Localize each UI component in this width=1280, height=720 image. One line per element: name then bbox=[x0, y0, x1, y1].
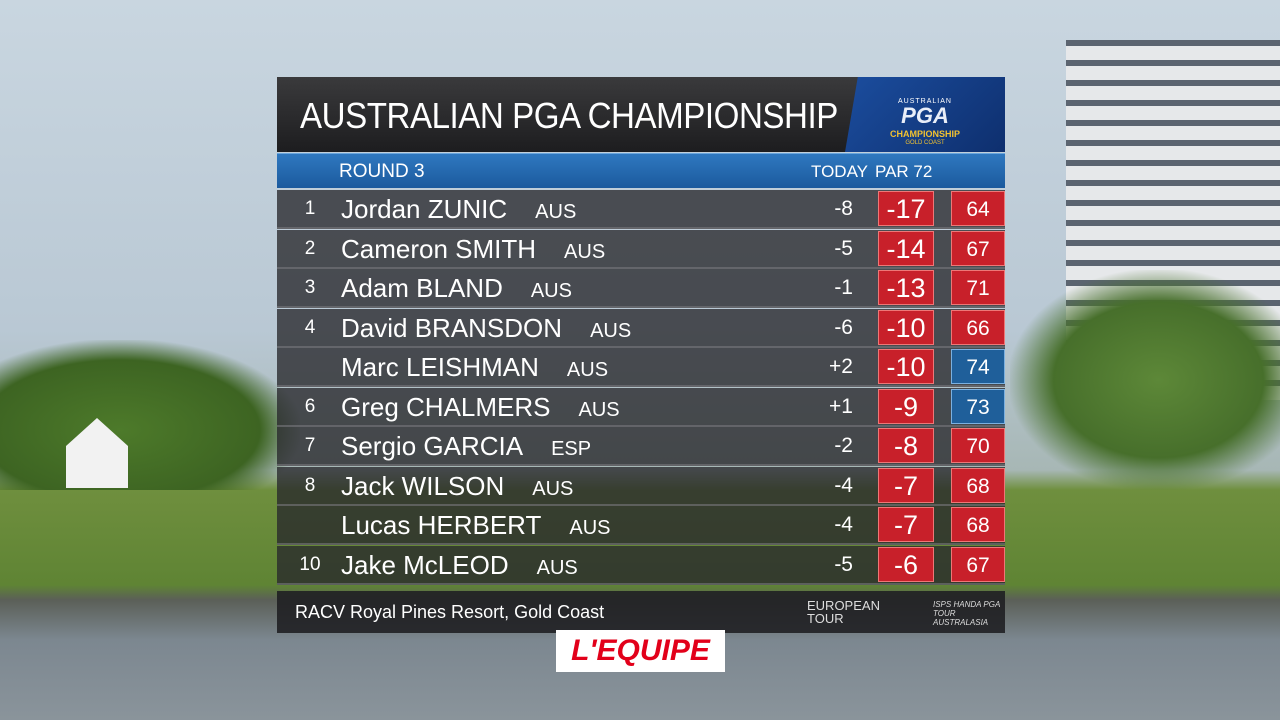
today-score: -5 bbox=[834, 236, 853, 260]
table-row: 7 Sergio GARCIA ESP -2 -8 70 bbox=[277, 427, 1005, 466]
round-bar: ROUND 3 TODAY PAR 72 bbox=[277, 153, 1005, 188]
venue: RACV Royal Pines Resort, Gold Coast bbox=[295, 602, 605, 622]
total-score: -8 bbox=[878, 428, 934, 463]
total-score: -9 bbox=[878, 388, 934, 424]
logo-text: PGA bbox=[901, 103, 949, 128]
round-score: 70 bbox=[951, 428, 1005, 463]
position: 6 bbox=[304, 395, 316, 417]
player-cell: Marc LEISHMAN AUS bbox=[341, 352, 608, 383]
position: 8 bbox=[304, 474, 316, 496]
table-row: 8 Jack WILSON AUS -4 -7 68 bbox=[277, 466, 1005, 506]
table-row: 10 Jake McLEOD AUS -5 -6 67 bbox=[277, 545, 1005, 585]
sponsor: ISPS HANDA PGA TOUR AUSTRALASIA bbox=[933, 600, 1000, 627]
title-bar: AUSTRALIAN PGA CHAMPIONSHIP AUSTRALIAN P… bbox=[277, 77, 1005, 152]
today-score: +1 bbox=[829, 394, 853, 418]
table-row: Marc LEISHMAN AUS +2 -10 74 bbox=[277, 348, 1005, 387]
player-cell: Adam BLAND AUS bbox=[341, 273, 572, 304]
trees bbox=[1010, 270, 1280, 490]
country: AUS bbox=[564, 240, 606, 263]
total-score: -7 bbox=[878, 467, 934, 503]
round-score: 74 bbox=[951, 349, 1005, 384]
column-header: PAR 72 bbox=[875, 162, 933, 181]
country: AUS bbox=[532, 477, 574, 500]
table-row: 4 David BRANSDON AUS -6 -10 66 bbox=[277, 308, 1005, 348]
total-score: -14 bbox=[878, 230, 934, 266]
round-score: 67 bbox=[951, 546, 1005, 582]
player-cell: Lucas HERBERT AUS bbox=[341, 510, 611, 541]
position: 1 bbox=[304, 198, 316, 219]
player-cell: Jake McLEOD AUS bbox=[341, 550, 578, 581]
round-score: 68 bbox=[951, 507, 1005, 542]
country: AUS bbox=[578, 398, 620, 421]
position: 3 bbox=[304, 277, 316, 298]
player-name: Adam BLAND bbox=[341, 273, 503, 303]
round-score: 68 bbox=[951, 467, 1005, 503]
logo: AUSTRALIAN PGA CHAMPIONSHIP GOLD COAST bbox=[845, 77, 1005, 152]
round-score: 71 bbox=[951, 270, 1005, 305]
trees bbox=[0, 340, 300, 490]
country: AUS bbox=[535, 201, 577, 223]
player-cell: Sergio GARCIA ESP bbox=[341, 431, 591, 462]
country: AUS bbox=[590, 319, 632, 342]
total-score: -13 bbox=[878, 270, 934, 305]
today-score: -6 bbox=[834, 315, 853, 339]
country: AUS bbox=[569, 517, 611, 539]
player-cell: Jack WILSON AUS bbox=[341, 471, 573, 502]
leaderboard: AUSTRALIAN PGA CHAMPIONSHIP AUSTRALIAN P… bbox=[277, 77, 1005, 633]
table-row: 2 Cameron SMITH AUS -5 -14 67 bbox=[277, 229, 1005, 269]
today-score: -4 bbox=[834, 473, 853, 497]
round-score: 64 bbox=[951, 191, 1005, 226]
country: ESP bbox=[551, 438, 592, 460]
player-name: Jordan ZUNIC bbox=[341, 194, 508, 224]
today-score: -8 bbox=[834, 197, 853, 220]
table-row: Lucas HERBERT AUS -4 -7 68 bbox=[277, 506, 1005, 545]
total-score: -10 bbox=[878, 349, 934, 384]
position: 10 bbox=[299, 553, 321, 575]
player-name: Lucas HERBERT bbox=[341, 510, 542, 540]
player-cell: Jordan ZUNIC AUS bbox=[341, 194, 576, 225]
sponsor: EUROPEAN TOUR bbox=[807, 598, 880, 626]
player-name: Jake McLEOD bbox=[341, 549, 509, 580]
channel-logo: L'EQUIPE bbox=[556, 630, 725, 672]
table-row: 3 Adam BLAND AUS -1 -13 71 bbox=[277, 269, 1005, 308]
player-name: David BRANSDON bbox=[341, 312, 563, 343]
position: 2 bbox=[304, 237, 316, 259]
player-name: Marc LEISHMAN bbox=[341, 352, 539, 382]
player-name: Sergio GARCIA bbox=[341, 431, 524, 461]
table-row: 6 Greg CHALMERS AUS +1 -9 73 bbox=[277, 387, 1005, 427]
today-score: -2 bbox=[834, 434, 853, 457]
total-score: -7 bbox=[878, 507, 934, 542]
position: 4 bbox=[304, 316, 316, 338]
round-score: 73 bbox=[951, 388, 1005, 424]
position: 7 bbox=[304, 435, 316, 456]
title: AUSTRALIAN PGA CHAMPIONSHIP bbox=[300, 95, 838, 136]
total-score: -17 bbox=[878, 191, 934, 226]
player-cell: Greg CHALMERS AUS bbox=[341, 392, 620, 423]
table-row: 1 Jordan ZUNIC AUS -8 -17 64 bbox=[277, 190, 1005, 229]
today-score: -1 bbox=[834, 276, 853, 299]
today-score: -5 bbox=[834, 552, 853, 576]
player-cell: Cameron SMITH AUS bbox=[341, 234, 605, 265]
total-score: -6 bbox=[878, 546, 934, 582]
player-name: Greg CHALMERS bbox=[341, 391, 551, 422]
country: AUS bbox=[536, 556, 578, 579]
total-score: -10 bbox=[878, 309, 934, 345]
round-label: ROUND 3 bbox=[339, 161, 425, 182]
round-score: 67 bbox=[951, 230, 1005, 266]
country: AUS bbox=[530, 280, 572, 302]
logo-text: CHAMPIONSHIP bbox=[889, 129, 960, 139]
logo-text: AUSTRALIAN bbox=[898, 98, 952, 105]
player-cell: David BRANSDON AUS bbox=[341, 313, 631, 344]
logo-text: GOLD COAST bbox=[905, 140, 945, 146]
today-score: +2 bbox=[829, 355, 853, 378]
player-name: Jack WILSON bbox=[341, 470, 505, 501]
footer: RACV Royal Pines Resort, Gold Coast EURO… bbox=[277, 591, 1005, 633]
column-header: TODAY bbox=[811, 162, 868, 181]
today-score: -4 bbox=[834, 513, 853, 536]
player-name: Cameron SMITH bbox=[341, 233, 537, 264]
country: AUS bbox=[566, 359, 609, 381]
round-score: 66 bbox=[951, 309, 1005, 345]
